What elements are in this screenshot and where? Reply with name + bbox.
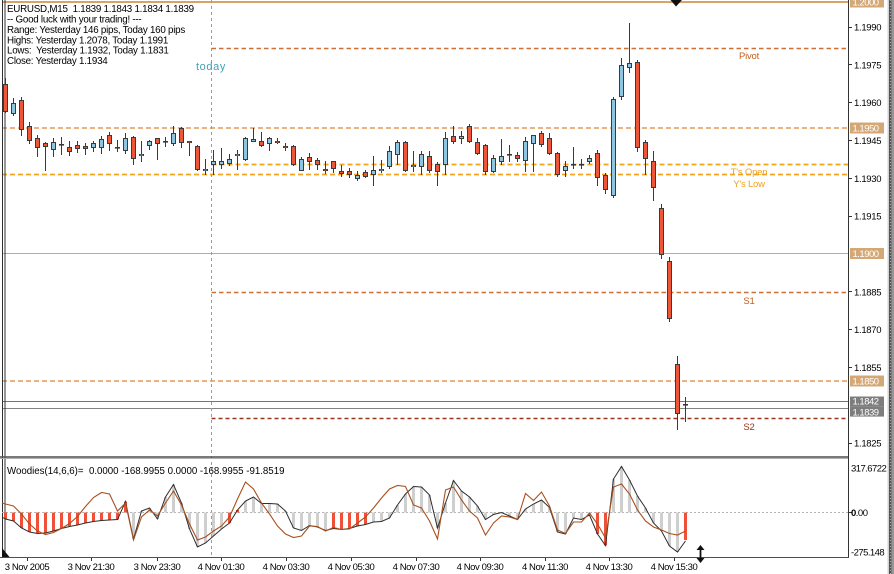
svg-text:Range: Yesterday 146 pips, Tod: Range: Yesterday 146 pips, Today 160 pip…: [7, 25, 185, 36]
svg-text:Close: Yesterday 1.1934: Close: Yesterday 1.1934: [7, 56, 108, 67]
svg-text:1.1945: 1.1945: [854, 136, 881, 147]
svg-text:EURUSD,M15 1.1839 1.1843 1.18: EURUSD,M15 1.1839 1.1843 1.1834 1.1839: [7, 4, 194, 15]
svg-text:today: today: [196, 61, 226, 73]
svg-text:Pivot: Pivot: [739, 51, 760, 62]
svg-text:4 Nov 07:30: 4 Nov 07:30: [393, 562, 440, 573]
svg-text:1.1930: 1.1930: [854, 174, 881, 185]
svg-text:1.1990: 1.1990: [854, 23, 881, 34]
svg-text:4 Nov 09:30: 4 Nov 09:30: [457, 562, 504, 573]
svg-text:3 Nov 21:30: 3 Nov 21:30: [68, 562, 115, 573]
svg-text:4 Nov 01:30: 4 Nov 01:30: [198, 562, 245, 573]
svg-text:1.1900: 1.1900: [853, 249, 879, 260]
svg-text:4 Nov 11:30: 4 Nov 11:30: [522, 562, 568, 573]
svg-text:Highs: Yesterday 1.2078, Today: Highs: Yesterday 1.2078, Today 1.1991: [7, 35, 168, 46]
svg-text:Woodies(14,6,6)= 0.0000 -168.: Woodies(14,6,6)= 0.0000 -168.9955 0.0000…: [7, 466, 284, 477]
svg-text:1.1842: 1.1842: [853, 397, 879, 408]
svg-text:4 Nov 13:30: 4 Nov 13:30: [586, 562, 633, 573]
svg-text:1.1855: 1.1855: [854, 363, 881, 374]
svg-text:1.2000: 1.2000: [853, 0, 879, 9]
svg-text:1.1915: 1.1915: [854, 212, 881, 223]
svg-text:1.1850: 1.1850: [853, 377, 879, 388]
svg-text:3 Nov 2005: 3 Nov 2005: [5, 562, 50, 573]
svg-text:-- Good luck with your trading: -- Good luck with your trading! ---: [7, 15, 141, 26]
svg-text:1.1870: 1.1870: [854, 325, 881, 336]
svg-text:-275.148: -275.148: [851, 548, 884, 559]
svg-text:4 Nov 15:30: 4 Nov 15:30: [651, 562, 698, 573]
svg-text:3 Nov 23:30: 3 Nov 23:30: [134, 562, 181, 573]
svg-text:S2: S2: [743, 422, 754, 433]
svg-text:4 Nov 05:30: 4 Nov 05:30: [328, 562, 375, 573]
svg-text:0.00: 0.00: [851, 508, 868, 519]
svg-text:1.1885: 1.1885: [854, 287, 881, 298]
svg-text:1.1825: 1.1825: [854, 439, 881, 450]
svg-text:1.1975: 1.1975: [854, 60, 881, 71]
svg-text:Lows: Yesterday 1.1932, Today: Lows: Yesterday 1.1932, Today 1.1831: [7, 46, 169, 57]
svg-text:317.6722: 317.6722: [851, 464, 886, 475]
svg-text:S1: S1: [743, 296, 754, 307]
svg-text:T's Open: T's Open: [731, 167, 768, 178]
svg-text:1.1960: 1.1960: [854, 98, 881, 109]
svg-text:Y's Low: Y's Low: [733, 179, 765, 190]
svg-text:1.1950: 1.1950: [853, 124, 879, 135]
svg-text:1.1839: 1.1839: [853, 407, 879, 418]
svg-text:4 Nov 03:30: 4 Nov 03:30: [263, 562, 310, 573]
